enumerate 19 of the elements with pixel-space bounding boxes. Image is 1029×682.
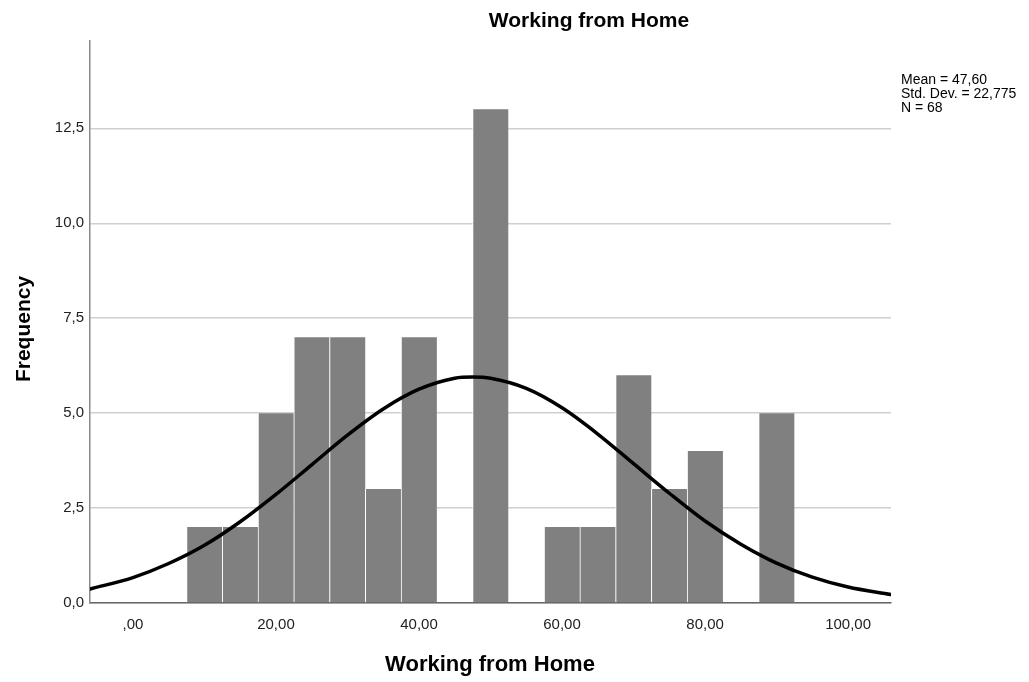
- x-tick-label: 40,00: [400, 615, 438, 633]
- chart-title: Working from Home: [488, 8, 690, 32]
- x-tick-label: 80,00: [686, 615, 724, 633]
- y-tick-label: 5,0: [63, 403, 84, 421]
- x-tick-label: 100,00: [825, 615, 872, 633]
- y-tick-label: 10,0: [54, 213, 84, 231]
- x-tick-label: ,00: [122, 615, 144, 633]
- x-tick-label: 20,00: [257, 615, 295, 633]
- x-axis-title: Working from Home: [385, 651, 595, 677]
- line-series: [90, 375, 891, 597]
- text: Mean = 47,60: [901, 71, 988, 87]
- x-tick-label: 60,00: [543, 615, 581, 633]
- text: N = 68: [901, 99, 944, 115]
- y-tick-label: 2,5: [63, 498, 84, 516]
- y-tick-label: 7,5: [63, 308, 84, 326]
- text: Std. Dev. = 22,775: [901, 85, 1017, 101]
- y-tick-label: 0,0: [63, 593, 84, 611]
- y-tick-label: 12,5: [54, 118, 84, 136]
- y-axis-title: Frequency: [11, 275, 35, 383]
